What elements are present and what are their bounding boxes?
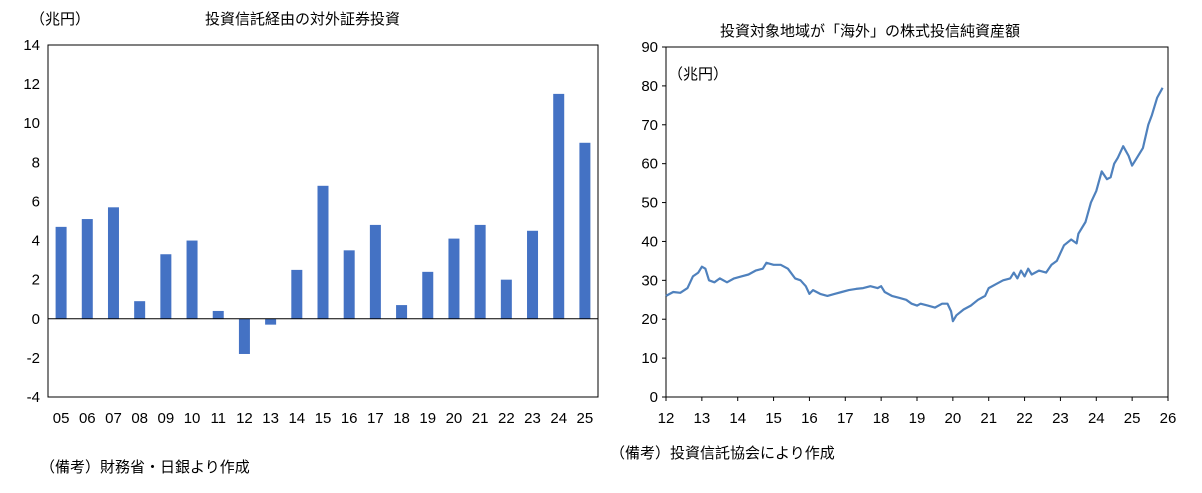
right-chart-title: 投資対象地域が「海外」の株式投信純資産額 <box>720 22 1021 40</box>
right-y-tick-label: 10 <box>641 350 658 367</box>
right-x-tick-label: 14 <box>729 410 746 427</box>
left-x-tick-label: 14 <box>288 410 305 427</box>
right-y-tick-label: 40 <box>641 233 658 250</box>
left-y-tick-label: 6 <box>32 193 40 210</box>
left-chart-title: 投資信託経由の対外証券投資 <box>205 10 401 28</box>
left-x-tick-label: 25 <box>577 410 594 427</box>
left-x-tick-label: 22 <box>498 410 515 427</box>
left-chart-unit-label: （兆円） <box>30 10 91 28</box>
left-y-tick-label: 2 <box>32 272 40 289</box>
net-assets-line <box>665 87 1164 323</box>
bar <box>422 271 434 319</box>
bar <box>553 93 565 319</box>
bar <box>107 207 119 319</box>
left-y-tick-label: 0 <box>32 311 40 328</box>
right-x-tick-label: 12 <box>658 410 675 427</box>
left-x-tick-label: 20 <box>446 410 463 427</box>
left-y-tick-label: 10 <box>23 115 40 132</box>
left-x-tick-label: 09 <box>158 410 175 427</box>
left-y-tick-label: 8 <box>32 154 40 171</box>
bar <box>186 240 198 319</box>
right-x-tick-label: 20 <box>945 410 962 427</box>
left-x-tick-label: 18 <box>393 410 410 427</box>
bar <box>396 305 408 319</box>
bar <box>212 310 224 319</box>
bar <box>527 230 539 319</box>
right-x-tick-label: 16 <box>801 410 818 427</box>
right-chart-unit-label: （兆円） <box>668 65 729 83</box>
right-y-tick-label: 0 <box>650 389 658 406</box>
left-x-tick-label: 05 <box>53 410 70 427</box>
right-plot-frame <box>665 46 1169 398</box>
right-y-tick-label: 60 <box>641 156 658 173</box>
bar <box>55 226 67 319</box>
bar <box>317 185 329 319</box>
right-chart-note: （備考）投資信託協会により作成 <box>610 444 835 462</box>
left-x-tick-label: 10 <box>184 410 201 427</box>
bar <box>238 318 250 354</box>
bar <box>265 318 277 325</box>
right-y-tick-label: 70 <box>641 117 658 134</box>
left-plot-frame <box>47 44 599 398</box>
left-x-tick-label: 21 <box>472 410 489 427</box>
right-x-tick-label: 13 <box>694 410 711 427</box>
right-x-tick-label: 23 <box>1052 410 1069 427</box>
left-x-tick-label: 07 <box>105 410 122 427</box>
left-y-tick-label: 12 <box>23 76 40 93</box>
right-x-tick-label: 19 <box>909 410 926 427</box>
left-chart-note: （備考）財務省・日銀より作成 <box>40 458 250 476</box>
bar <box>369 224 381 319</box>
bar <box>448 238 460 319</box>
right-x-tick-label: 17 <box>837 410 854 427</box>
left-x-tick-label: 23 <box>524 410 541 427</box>
right-x-tick-label: 22 <box>1016 410 1033 427</box>
bar <box>500 279 512 319</box>
right-x-tick-label: 18 <box>873 410 890 427</box>
bar <box>343 250 355 319</box>
left-x-tick-label: 19 <box>419 410 436 427</box>
right-x-tick-label: 26 <box>1160 410 1177 427</box>
right-x-tick-label: 25 <box>1124 410 1141 427</box>
left-y-tick-label: 14 <box>23 37 40 54</box>
left-y-tick-label: 4 <box>32 233 40 250</box>
right-x-tick-label: 15 <box>765 410 782 427</box>
right-y-tick-label: 50 <box>641 195 658 212</box>
left-x-tick-label: 13 <box>262 410 279 427</box>
left-x-tick-label: 11 <box>210 410 226 427</box>
right-y-tick-label: 30 <box>641 272 658 289</box>
right-y-tick-label: 80 <box>641 78 658 95</box>
right-y-tick-label: 20 <box>641 311 658 328</box>
left-x-tick-label: 16 <box>341 410 358 427</box>
left-x-tick-label: 17 <box>367 410 384 427</box>
left-x-tick-label: 08 <box>131 410 148 427</box>
bar <box>474 224 486 319</box>
left-x-tick-label: 15 <box>315 410 332 427</box>
bar <box>291 269 303 319</box>
right-x-tick-label: 24 <box>1088 410 1105 427</box>
right-x-tick-label: 21 <box>980 410 997 427</box>
left-y-tick-label: -2 <box>27 350 40 367</box>
bar <box>134 301 146 319</box>
bar <box>579 142 591 319</box>
right-y-tick-label: 90 <box>641 39 658 56</box>
bar <box>81 219 93 319</box>
bar <box>160 254 172 319</box>
left-x-tick-label: 06 <box>79 410 96 427</box>
left-x-tick-label: 24 <box>550 410 567 427</box>
left-y-tick-label: -4 <box>27 389 40 406</box>
left-x-tick-label: 12 <box>236 410 253 427</box>
